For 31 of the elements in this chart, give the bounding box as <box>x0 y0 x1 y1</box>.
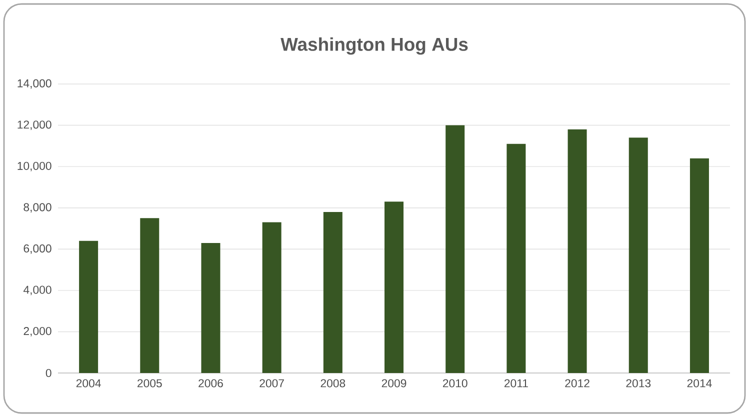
bar <box>262 222 282 373</box>
x-tick-label: 2013 <box>626 379 651 388</box>
y-tick-label: 2,000 <box>24 327 52 336</box>
x-tick-label: 2011 <box>504 379 528 388</box>
bar <box>201 242 220 373</box>
y-tick-label: 0 <box>46 368 52 378</box>
bar <box>690 158 709 373</box>
y-tick-label: 14,000 <box>18 79 52 89</box>
bar <box>384 202 404 373</box>
bar <box>628 138 648 373</box>
bar <box>323 212 342 373</box>
bar <box>140 218 160 373</box>
chart-title: Washington Hog AUs <box>280 37 468 55</box>
x-tick-label: 2012 <box>565 379 590 388</box>
x-tick-label: 2009 <box>382 379 406 388</box>
x-tick-label: 2005 <box>138 379 162 388</box>
y-tick-label: 6,000 <box>24 244 52 254</box>
y-tick-label: 12,000 <box>18 120 52 130</box>
x-tick-label: 2014 <box>687 379 712 388</box>
x-tick-label: 2007 <box>260 379 284 388</box>
x-tick-label: 2006 <box>198 379 223 388</box>
bar <box>446 125 465 373</box>
x-tick-label: 2010 <box>442 379 468 388</box>
bar <box>568 129 587 373</box>
y-tick-label: 4,000 <box>23 286 52 296</box>
bar <box>506 144 526 373</box>
bar <box>79 240 98 373</box>
x-tick-label: 2008 <box>320 379 346 388</box>
y-tick-label: 8,000 <box>24 203 52 213</box>
y-tick-label: 10,000 <box>18 162 52 172</box>
x-tick-label: 2004 <box>76 379 101 388</box>
